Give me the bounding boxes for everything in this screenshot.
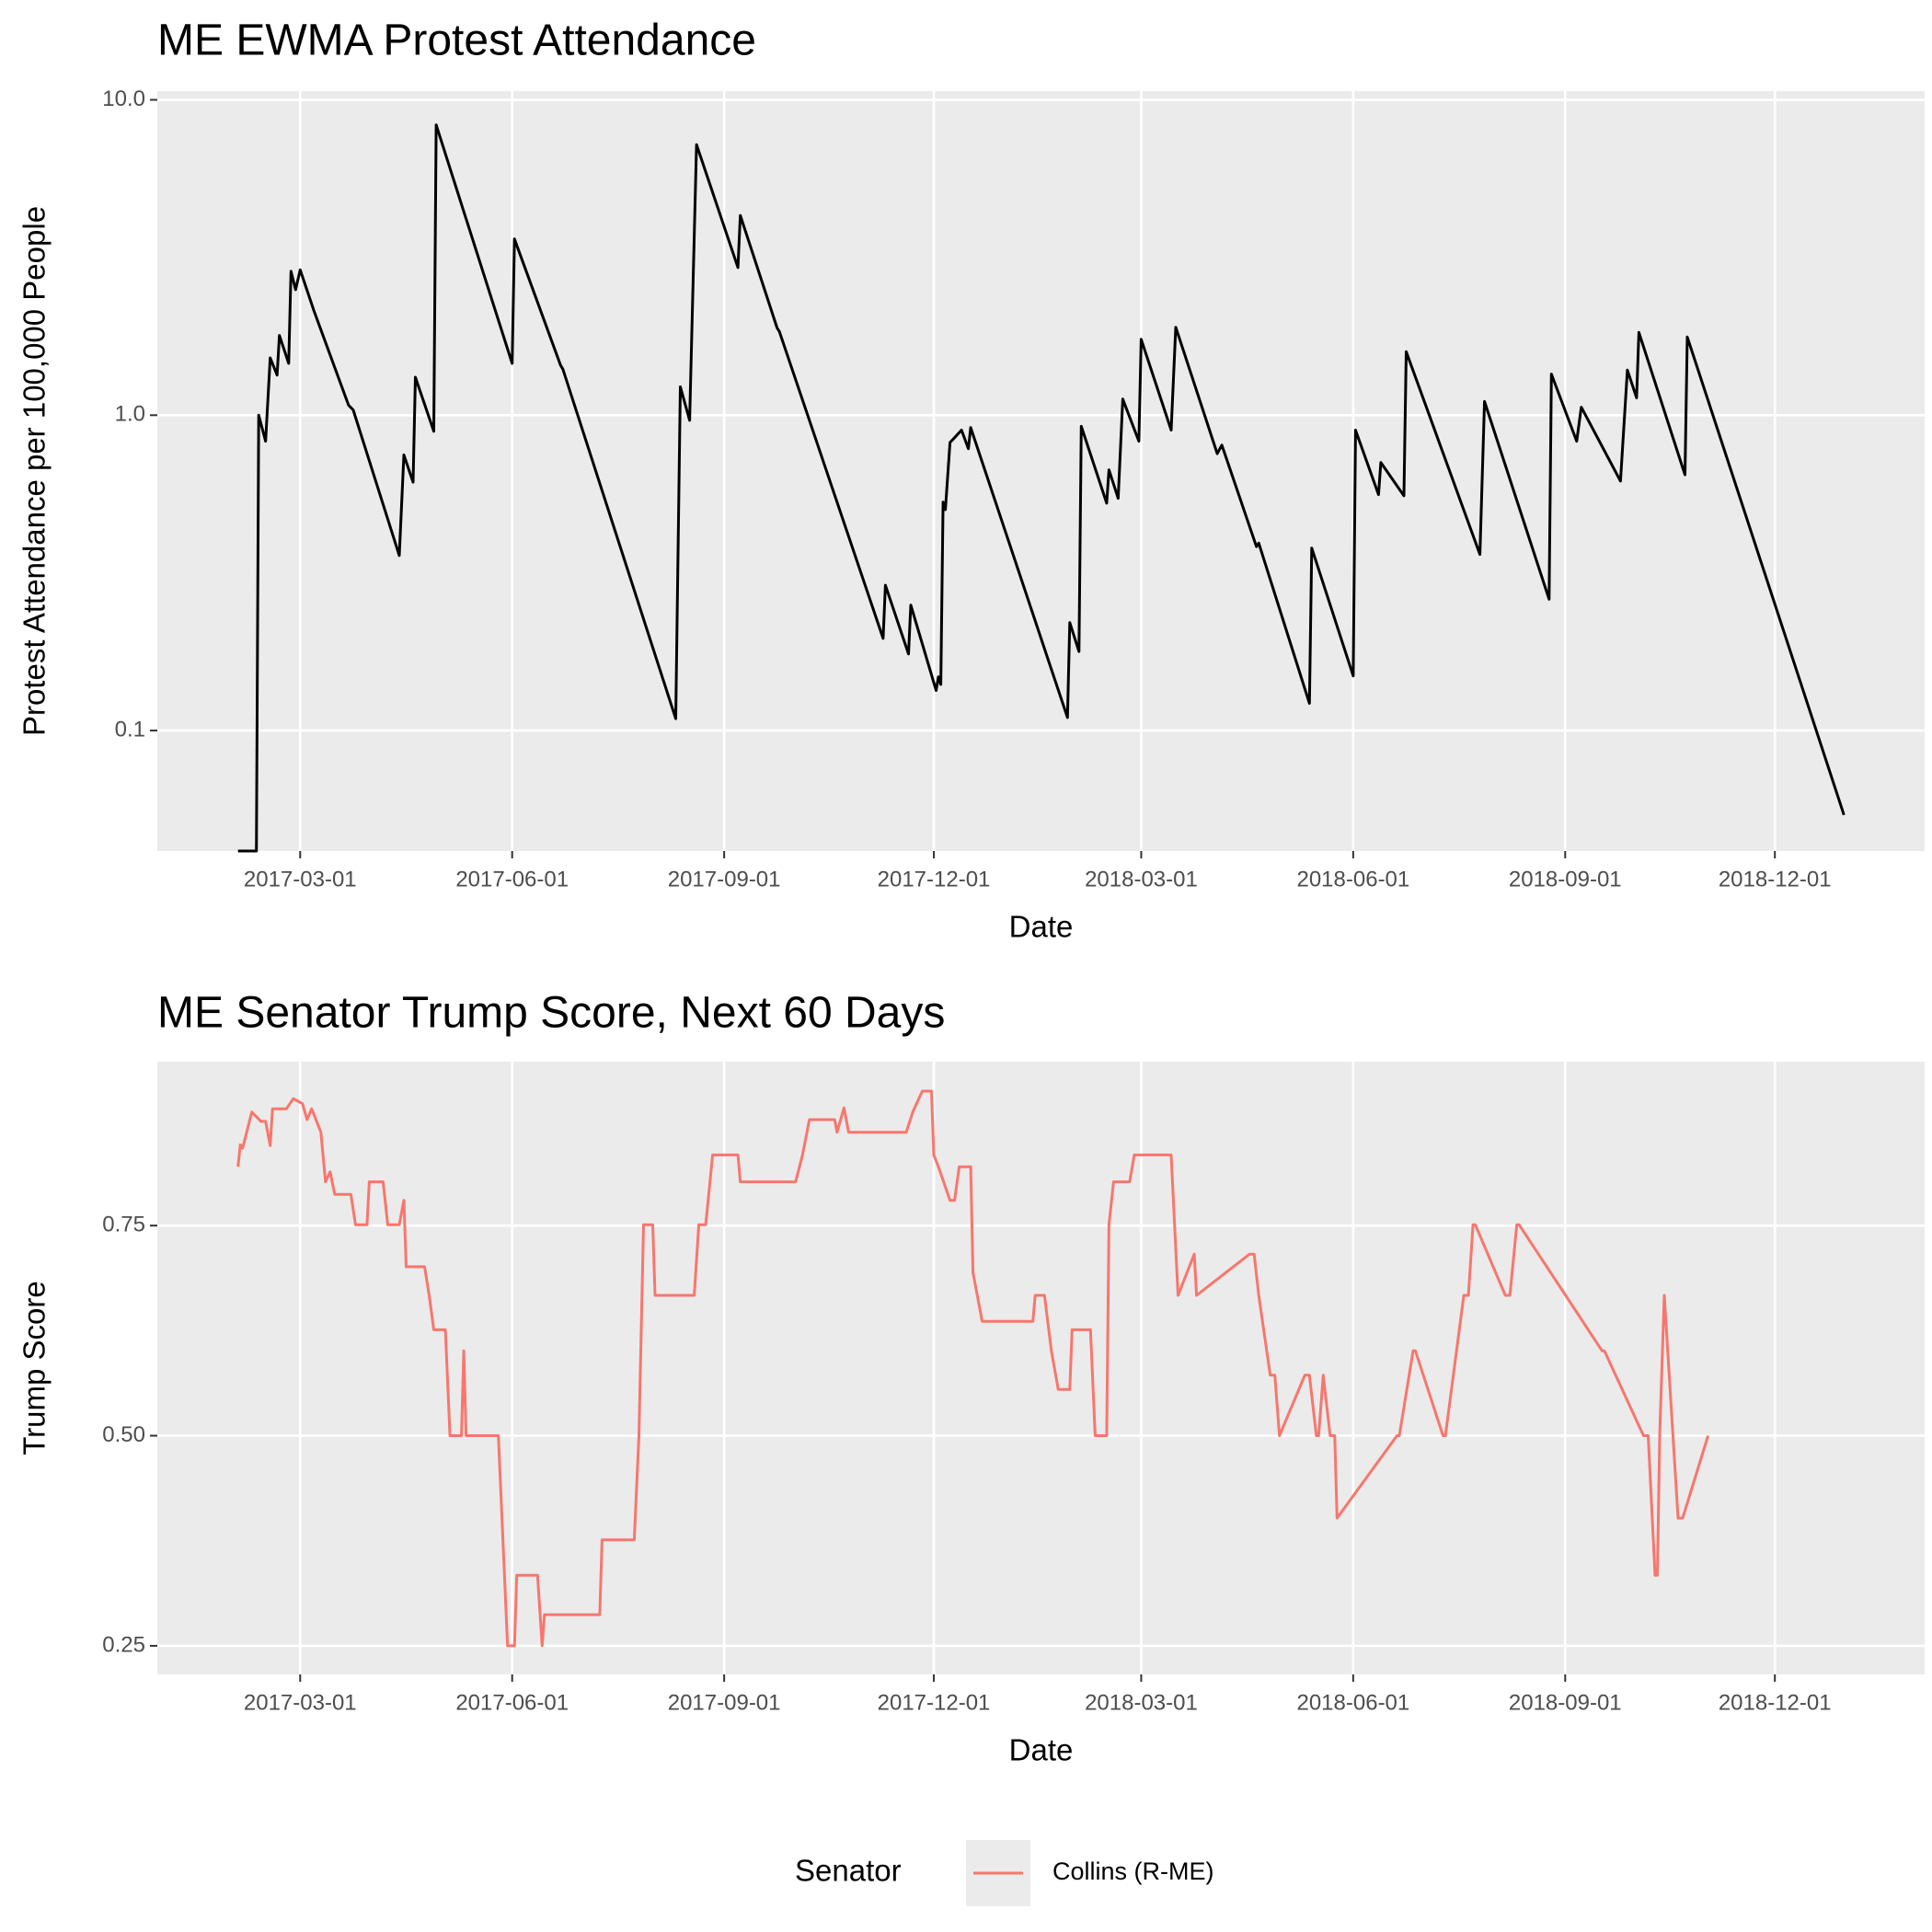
- x-tick-label: 2018-03-01: [1085, 867, 1198, 891]
- x-tick-label: 2018-12-01: [1719, 867, 1832, 891]
- data-line: [237, 123, 1846, 853]
- chart-title: ME EWMA Protest Attendance: [157, 17, 756, 65]
- y-axis-title: Protest Attendance per 100,000 People: [17, 206, 52, 736]
- y-tick-label: 0.1: [115, 717, 145, 742]
- x-tick-label: 2018-09-01: [1509, 867, 1622, 891]
- y-tick-label: 0.25: [102, 1632, 145, 1657]
- x-tick-label: 2018-09-01: [1509, 1690, 1622, 1715]
- x-tick-label: 2017-06-01: [455, 1690, 569, 1715]
- x-tick-label: 2018-03-01: [1085, 1690, 1198, 1715]
- y-tick-label: 0.50: [102, 1422, 145, 1447]
- x-tick-label: 2018-12-01: [1719, 1690, 1832, 1715]
- x-axis-title: Date: [1009, 910, 1074, 944]
- legend-title: Senator: [795, 1854, 902, 1888]
- x-tick-label: 2018-06-01: [1296, 1690, 1409, 1715]
- x-axis-title: Date: [1009, 1733, 1074, 1767]
- y-tick-label: 10.0: [102, 86, 145, 111]
- legend-label: Collins (R-ME): [1052, 1857, 1214, 1885]
- x-tick-label: 2017-03-01: [244, 867, 357, 891]
- y-axis-title: Trump Score: [17, 1281, 52, 1455]
- x-tick-label: 2017-03-01: [244, 1690, 357, 1715]
- x-tick-label: 2018-06-01: [1296, 867, 1409, 891]
- x-tick-label: 2017-06-01: [455, 867, 569, 891]
- x-tick-label: 2017-09-01: [668, 867, 781, 891]
- y-tick-label: 1.0: [115, 402, 145, 427]
- panel-background: [157, 1062, 1925, 1674]
- x-tick-label: 2017-12-01: [878, 867, 991, 891]
- x-tick-label: 2017-09-01: [668, 1690, 781, 1715]
- data-line: [236, 1089, 1710, 1648]
- panel-background: [157, 91, 1925, 851]
- y-tick-label: 0.75: [102, 1212, 145, 1236]
- x-tick-label: 2017-12-01: [878, 1690, 991, 1715]
- chart-title: ME Senator Trump Score, Next 60 Days: [157, 989, 945, 1038]
